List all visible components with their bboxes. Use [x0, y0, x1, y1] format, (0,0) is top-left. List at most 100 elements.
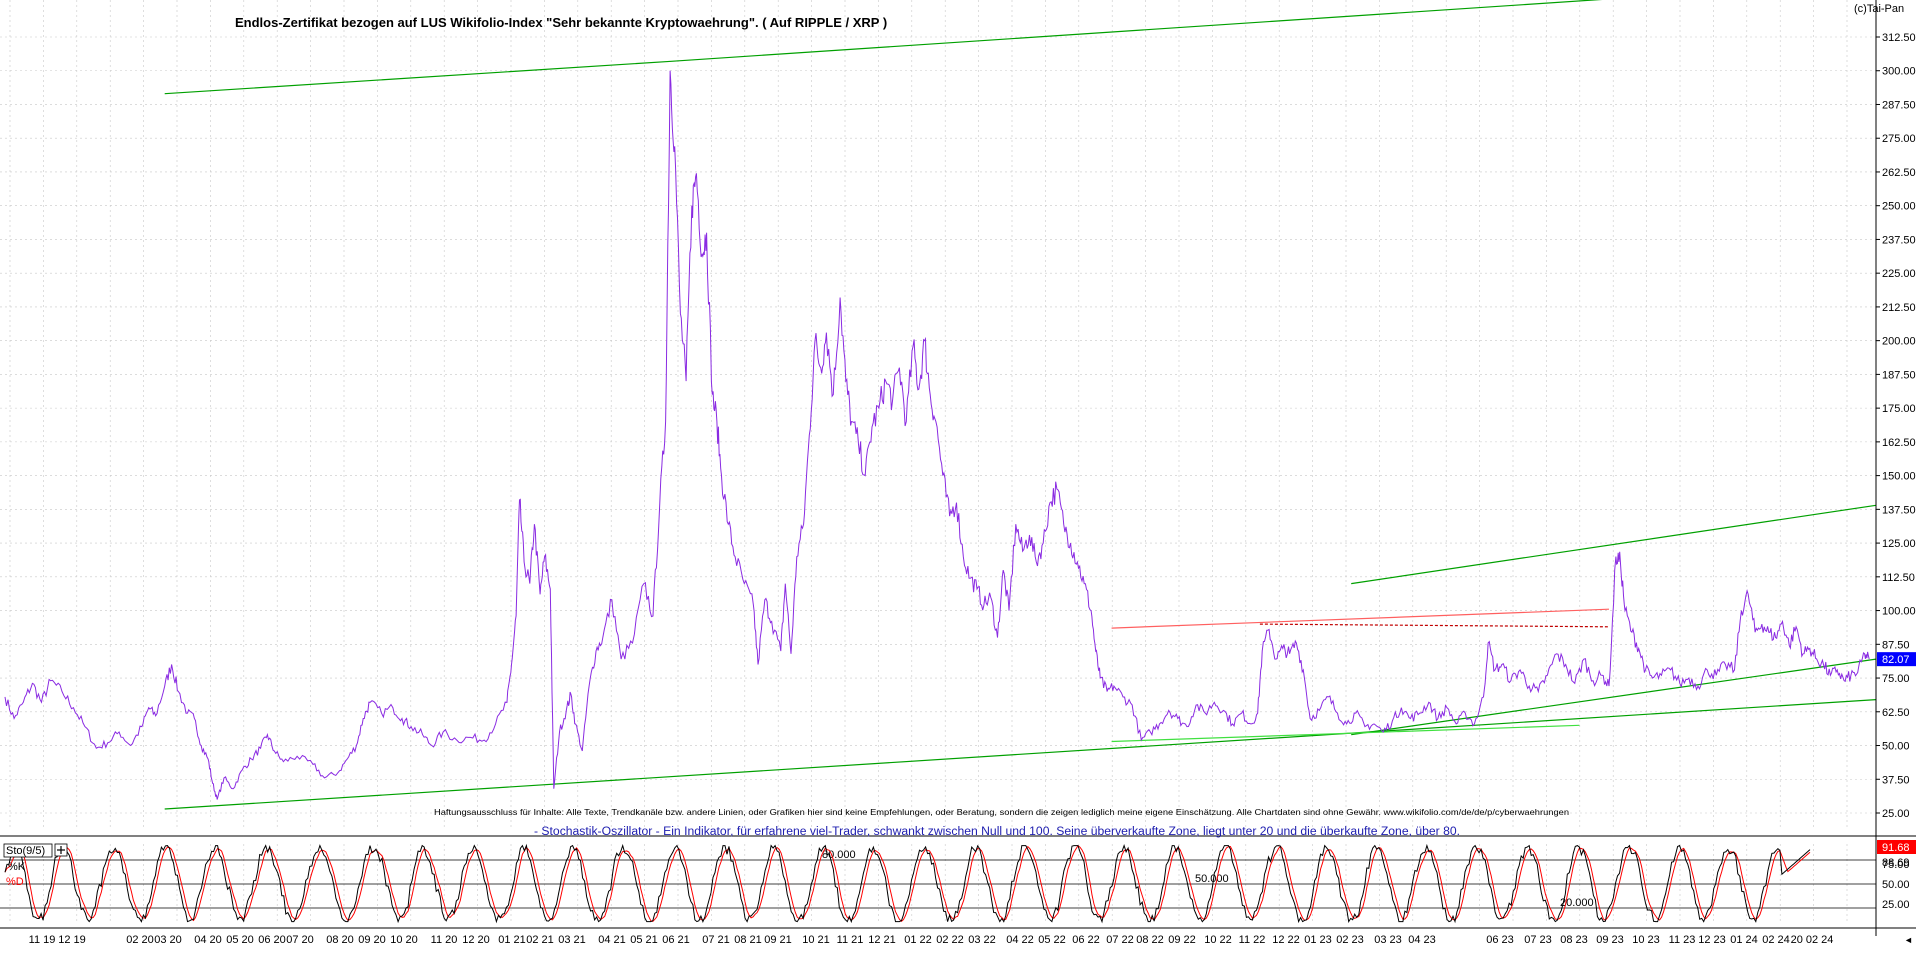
- price-series: [4, 70, 1870, 800]
- x-tick-label: 04 22: [1006, 934, 1034, 946]
- y-tick-label: 250.00: [1882, 201, 1916, 213]
- stoch-y-tick-label: 75.00: [1882, 859, 1910, 871]
- x-tick-label: 06 21: [662, 934, 690, 946]
- y-tick-label: 287.50: [1882, 99, 1916, 111]
- x-tick-label: 02 22: [936, 934, 964, 946]
- x-tick-label: 10 23: [1632, 934, 1660, 946]
- stoch-y-tick-label: 50.00: [1882, 879, 1910, 891]
- x-tick-label: 05 21: [630, 934, 658, 946]
- copyright-label: (c)Tai-Pan: [1854, 3, 1904, 15]
- stoch-reference-label: 50.000: [1195, 873, 1229, 885]
- y-tick-label: 225.00: [1882, 268, 1916, 280]
- y-tick-label: 137.50: [1882, 504, 1916, 516]
- chart-title: Endlos-Zertifikat bezogen auf LUS Wikifo…: [235, 15, 887, 30]
- x-tick-label: 09 22: [1168, 934, 1196, 946]
- trend-line: [164, 0, 1603, 95]
- x-tick-label: 06 20: [258, 934, 286, 946]
- axis-labels: 25.00 37.50 50.00 62.50 75.00 87.50 100.00 112.…: [29, 32, 1916, 946]
- x-tick-label: 03 22: [968, 934, 996, 946]
- x-tick-label: 10 22: [1204, 934, 1232, 946]
- legend-d: %D: [6, 876, 24, 888]
- x-tick-label: 08 23: [1560, 934, 1588, 946]
- x-tick-label: 09 23: [1596, 934, 1624, 946]
- trend-line: [1351, 504, 1877, 585]
- y-tick-label: 50.00: [1882, 741, 1910, 753]
- stoch-k-line: [4, 843, 1811, 924]
- y-tick-label: 100.00: [1882, 606, 1916, 618]
- y-tick-label: 200.00: [1882, 336, 1916, 348]
- x-tick-label: 11 22: [1239, 934, 1266, 946]
- y-tick-label: 162.50: [1882, 437, 1916, 449]
- x-tick-label: 10 20: [390, 934, 418, 946]
- y-tick-label: 212.50: [1882, 302, 1916, 314]
- x-tick-label: 07 22: [1106, 934, 1134, 946]
- stoch-d-line: [4, 844, 1811, 922]
- y-tick-label: 125.00: [1882, 538, 1916, 550]
- x-tick-label: 12 19: [58, 934, 86, 946]
- x-tick-label: 02 20: [126, 934, 154, 946]
- x-tick-label: 12 21: [868, 934, 896, 946]
- x-tick-label: 01 22: [904, 934, 932, 946]
- y-tick-label: 237.50: [1882, 234, 1916, 246]
- x-tick-label: 01 24: [1730, 934, 1758, 946]
- trend-lines: [164, 0, 1877, 810]
- y-tick-label: 175.00: [1882, 403, 1916, 415]
- y-tick-label: 150.00: [1882, 471, 1916, 483]
- indicator-label: Sto(9/5): [6, 845, 45, 857]
- trend-line: [1259, 623, 1610, 628]
- x-tick-label: 12 20: [462, 934, 490, 946]
- price-line: [4, 70, 1870, 800]
- x-tick-label: 03 20: [154, 934, 182, 946]
- x-tick-label: 08 21: [734, 934, 762, 946]
- x-tick-label: 06 22: [1072, 934, 1100, 946]
- indicator-label-box: [3, 843, 53, 858]
- x-tick-label: 07 21: [702, 934, 730, 946]
- disclaimer-text: Haftungsausschluss für Inhalte: Alle Tex…: [434, 807, 1569, 817]
- x-tick-label: 08 22: [1136, 934, 1164, 946]
- x-tick-label: 02 23: [1336, 934, 1364, 946]
- y-tick-label: 75.00: [1882, 673, 1910, 685]
- x-tick-label: 05 20: [226, 934, 254, 946]
- y-tick-label: 87.50: [1882, 639, 1910, 651]
- x-tick-label: 11 21: [837, 934, 864, 946]
- x-tick-label: 02 24: [1762, 934, 1790, 946]
- last-value-label: 82.07: [1882, 654, 1910, 666]
- x-tick-label: 11 19: [29, 934, 56, 946]
- x-tick-label: 07 23: [1524, 934, 1552, 946]
- y-tick-label: 300.00: [1882, 66, 1916, 78]
- y-tick-label: 312.50: [1882, 32, 1916, 44]
- x-tick-label: 12 23: [1698, 934, 1726, 946]
- x-tick-label: 04 20: [194, 934, 222, 946]
- y-tick-label: 25.00: [1882, 808, 1910, 820]
- y-tick-label: 275.00: [1882, 133, 1916, 145]
- trend-line: [1111, 608, 1610, 629]
- k-value-label: 88.69: [1882, 857, 1910, 869]
- y-tick-label: 62.50: [1882, 707, 1910, 719]
- x-tick-label: 10 21: [802, 934, 830, 946]
- stochastic-description: - Stochastik-Oszillator - Ein Indikator,…: [534, 826, 1460, 838]
- x-tick-label: 09 20: [358, 934, 386, 946]
- x-tick-label: 04 21: [598, 934, 626, 946]
- d-value-label: 91.68: [1882, 842, 1910, 854]
- x-tick-label: 03 23: [1374, 934, 1402, 946]
- trend-line: [1351, 658, 1877, 736]
- indicator-expand-icon[interactable]: [54, 843, 68, 857]
- d-value-badge: [1877, 840, 1916, 854]
- y-tick-label: 37.50: [1882, 774, 1910, 786]
- x-tick-label: 04 23: [1408, 934, 1436, 946]
- x-tick-label: 08 20: [326, 934, 354, 946]
- trend-line: [164, 699, 1877, 810]
- scroll-left-icon[interactable]: ◄: [1904, 935, 1913, 945]
- last-value-badge: [1877, 652, 1916, 667]
- x-tick-label: 06 23: [1486, 934, 1514, 946]
- x-tick-label: 11 20: [431, 934, 458, 946]
- x-tick-label: 09 21: [764, 934, 792, 946]
- trend-line: [1111, 724, 1580, 743]
- x-tick-label: 07 20: [286, 934, 314, 946]
- x-tick-label: 05 22: [1038, 934, 1066, 946]
- legend-k: %K: [8, 861, 26, 873]
- x-tick-label: 03 21: [558, 934, 586, 946]
